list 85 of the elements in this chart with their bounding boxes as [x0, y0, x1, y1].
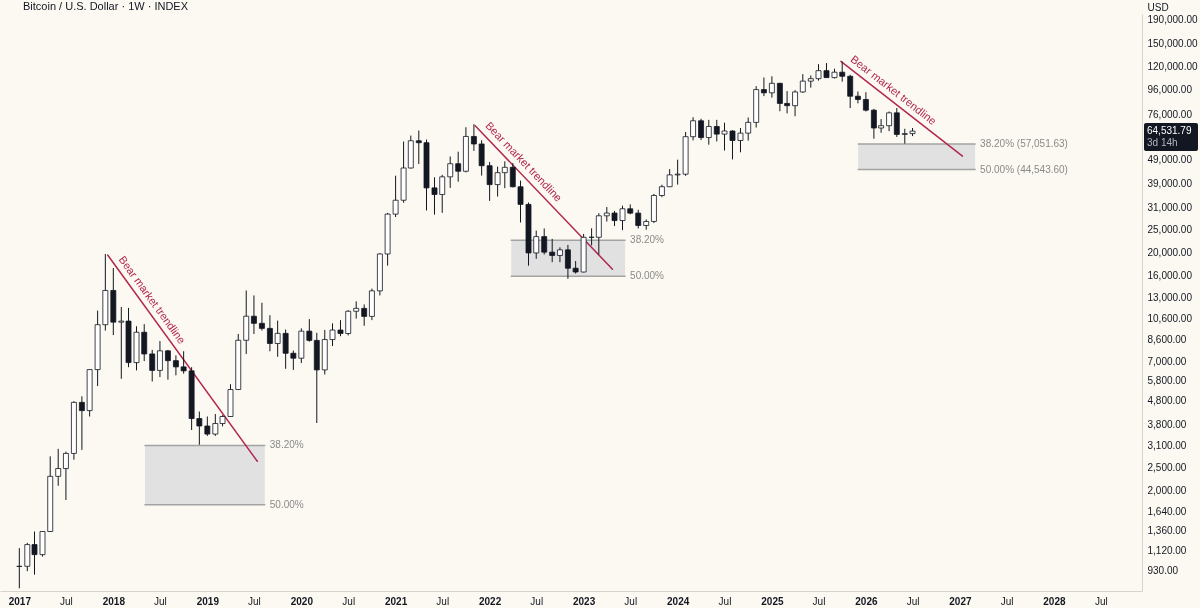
x-tick-label: 2017: [8, 595, 32, 607]
candlestick: [16, 547, 23, 589]
x-tick-label: Jul: [60, 595, 73, 607]
x-tick-label: Jul: [812, 595, 826, 607]
x-tick-label: Jul: [1094, 595, 1108, 607]
x-tick-label: Jul: [718, 595, 732, 607]
candlestick: [251, 294, 257, 335]
candlestick: [55, 448, 62, 487]
annotation: 38.20%: [269, 439, 304, 451]
x-tick-label: 2018: [102, 595, 126, 607]
annotation: 38.20% (57,051.63): [980, 137, 1068, 149]
y-tick-label: 49,000.00: [1147, 154, 1193, 166]
y-tick-label: 25,000.00: [1147, 223, 1193, 235]
candlestick: [705, 119, 712, 146]
y-tick-label: 39,000.00: [1147, 177, 1193, 189]
y-tick-label: 76,000.00: [1147, 108, 1193, 120]
y-tick-label: 8,600.00: [1147, 334, 1187, 346]
candlestick: [761, 77, 767, 97]
x-tick-label: 2027: [949, 595, 972, 607]
x-tick-label: 2025: [761, 595, 784, 607]
x-tick-label: Jul: [342, 595, 356, 607]
x-tick-label: 2020: [290, 595, 314, 607]
x-tick-label: Jul: [1000, 595, 1014, 607]
candlestick: [447, 156, 454, 189]
y-tick-label: 4,800.00: [1147, 394, 1187, 406]
candlestick: [63, 451, 69, 501]
y-tick-label: 16,000.00: [1147, 270, 1193, 282]
candlestick: [361, 303, 368, 327]
candlestick: [792, 89, 798, 117]
x-tick-label: 2023: [573, 595, 596, 607]
candlestick: [698, 118, 704, 141]
candlestick: [557, 246, 563, 263]
candlestick: [768, 75, 775, 99]
y-tick-label: 1,640.00: [1147, 505, 1187, 517]
candlestick: [635, 209, 642, 229]
y-tick-label: 2,500.00: [1147, 462, 1187, 474]
x-tick-label: Jul: [530, 595, 544, 607]
chart-title: Bitcoin / U.S. Dollar · 1W · INDEX: [23, 0, 189, 12]
candlestick: [541, 227, 548, 255]
y-tick-label: 3,100.00: [1147, 439, 1187, 451]
candlestick: [455, 151, 462, 183]
annotation: 50.00% (44,543.60): [980, 163, 1068, 175]
x-tick-label: Jul: [154, 595, 167, 607]
candlestick: [549, 238, 556, 263]
y-tick-label: 150,000.00: [1147, 38, 1198, 50]
candlestick: [306, 318, 313, 343]
candlestick: [855, 91, 861, 104]
candlestick: [799, 73, 806, 94]
y-tick-label: 2,000.00: [1147, 485, 1187, 497]
y-tick-label: 120,000.00: [1147, 61, 1198, 73]
candlestick: [886, 110, 892, 132]
y-tick-label: 190,000.00: [1147, 13, 1198, 25]
x-tick-label: Jul: [436, 595, 450, 607]
candlestick: [847, 74, 854, 109]
candlestick: [204, 415, 211, 437]
y-tick-label: 1,360.00: [1147, 525, 1187, 537]
y-tick-label: 3,800.00: [1147, 418, 1187, 430]
annotation: 38.20%: [630, 234, 665, 246]
y-tick-label: 31,000.00: [1147, 201, 1193, 213]
y-tick-label: 96,000.00: [1147, 84, 1193, 96]
candlestick: [893, 107, 900, 138]
text: 64,531.79: [1147, 125, 1192, 137]
y-tick-label: 10,600.00: [1147, 312, 1193, 324]
x-tick-label: 2028: [1043, 595, 1066, 607]
y-tick-label: 7,000.00: [1147, 355, 1187, 367]
y-tick-label: 1,120.00: [1147, 545, 1187, 557]
x-tick-label: 2019: [196, 595, 220, 607]
text: 3d 14h: [1147, 137, 1178, 149]
annotation: 50.00%: [269, 498, 304, 510]
x-tick-label: 2026: [855, 595, 878, 607]
x-tick-label: Jul: [248, 595, 261, 607]
y-axis-title: USD: [1147, 1, 1169, 13]
candlestick: [259, 302, 265, 332]
x-tick-label: 2022: [478, 595, 502, 607]
y-tick-label: 20,000.00: [1147, 246, 1193, 258]
candlestick: [149, 349, 156, 382]
y-tick-label: 13,000.00: [1147, 291, 1193, 303]
annotation: 50.00%: [630, 270, 665, 282]
x-tick-label: Jul: [624, 595, 638, 607]
x-tick-label: 2024: [667, 595, 690, 607]
candlestick: [165, 349, 171, 381]
x-tick-label: Jul: [906, 595, 920, 607]
y-tick-label: 5,800.00: [1147, 375, 1187, 387]
x-tick-label: 2021: [384, 595, 408, 607]
y-tick-label: 930.00: [1147, 564, 1179, 576]
